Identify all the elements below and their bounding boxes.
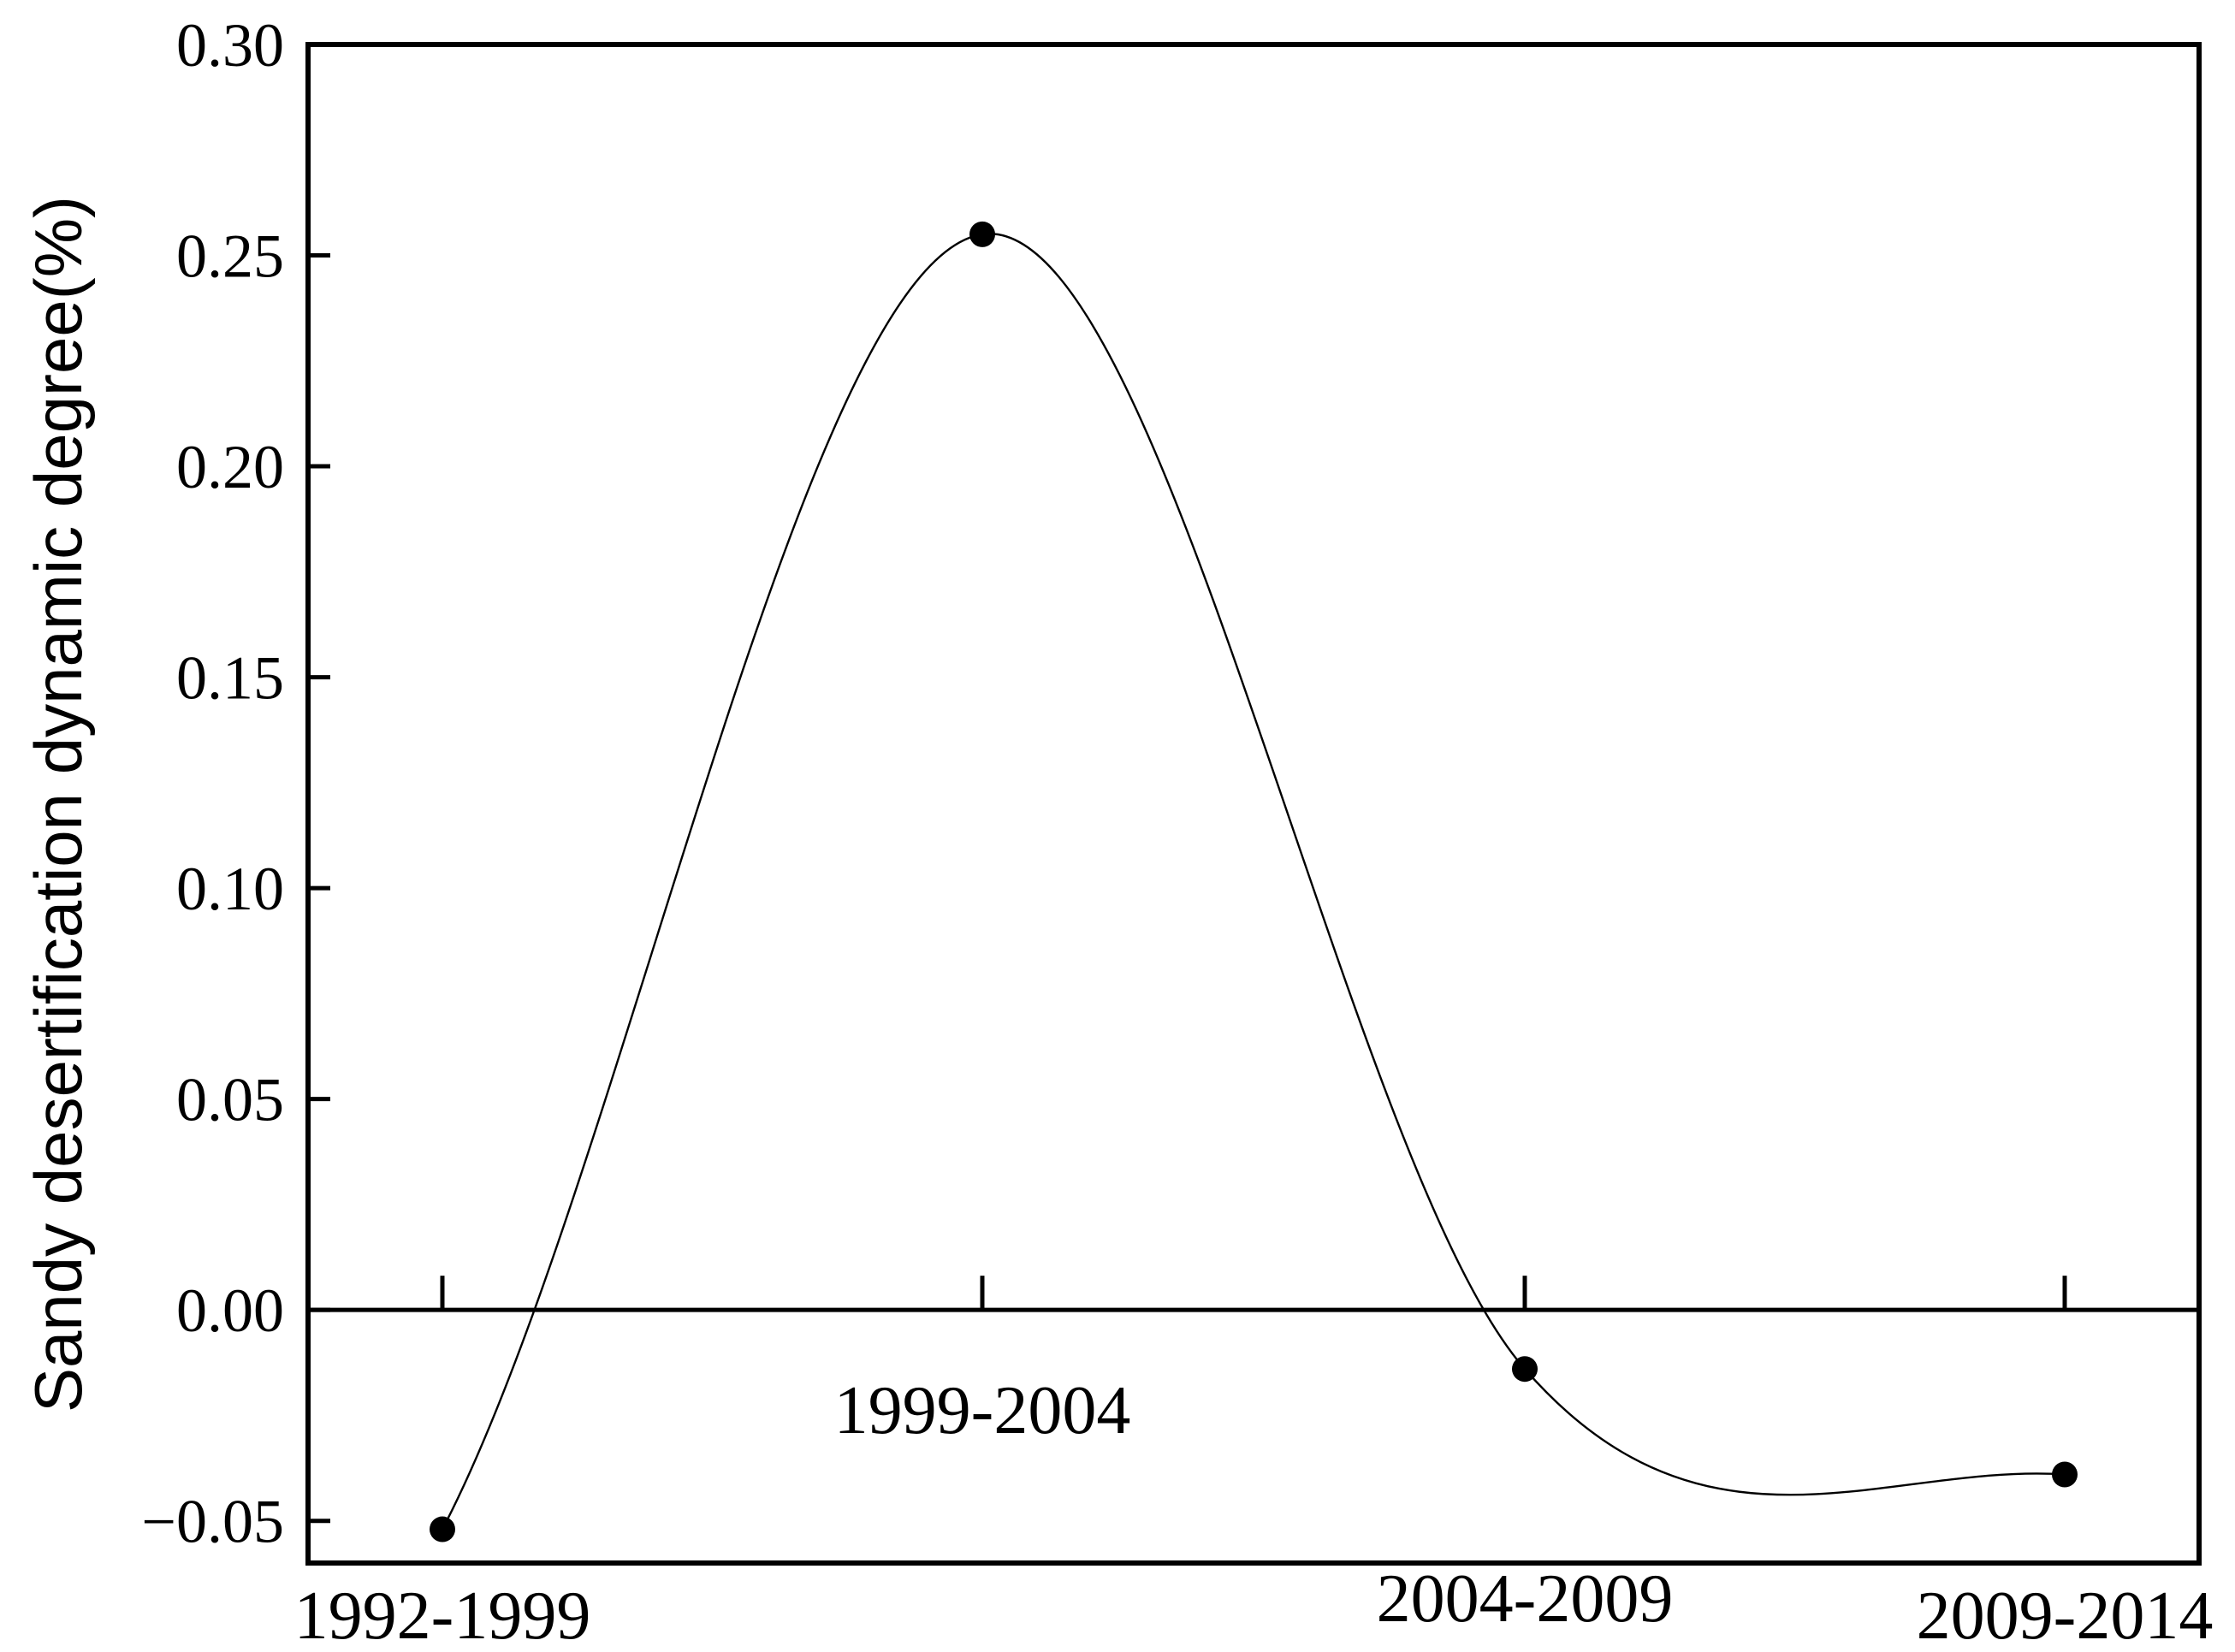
y-axis-title: Sandy desertification dynamic degree(%) (21, 196, 96, 1412)
x-axis-ticks (440, 1276, 2202, 1563)
y-tick-label: −0.05 (141, 1488, 284, 1556)
data-points (430, 221, 2078, 1542)
y-tick-label: 0.05 (176, 1066, 284, 1134)
x-category-label: 2009-2014 (1917, 1578, 2214, 1652)
plot-frame (305, 42, 2202, 1566)
y-tick-label: 0.00 (176, 1276, 284, 1345)
x-category-label: 2004-2009 (1377, 1561, 1674, 1637)
data-point (969, 221, 995, 247)
y-tick-label: 0.15 (176, 644, 284, 713)
y-axis-tick-labels: −0.05 0.00 0.05 0.10 0.15 0.20 0.25 0.30 (141, 11, 284, 1556)
x-category-label: 1992-1999 (294, 1578, 591, 1652)
x-axis-category-labels: 1992-1999 1999-2004 2004-2009 2009-2014 (294, 1373, 2214, 1652)
y-tick-label: 0.20 (176, 433, 284, 501)
data-point (430, 1516, 455, 1542)
data-point (1512, 1356, 1538, 1383)
y-tick-label: 0.30 (176, 11, 284, 80)
y-tick-label: 0.25 (176, 222, 284, 291)
x-category-label: 1999-2004 (834, 1373, 1131, 1448)
series-curve (441, 233, 2066, 1531)
data-point (2052, 1461, 2078, 1488)
y-tick-label: 0.10 (176, 855, 284, 923)
y-axis-ticks (308, 42, 330, 1524)
